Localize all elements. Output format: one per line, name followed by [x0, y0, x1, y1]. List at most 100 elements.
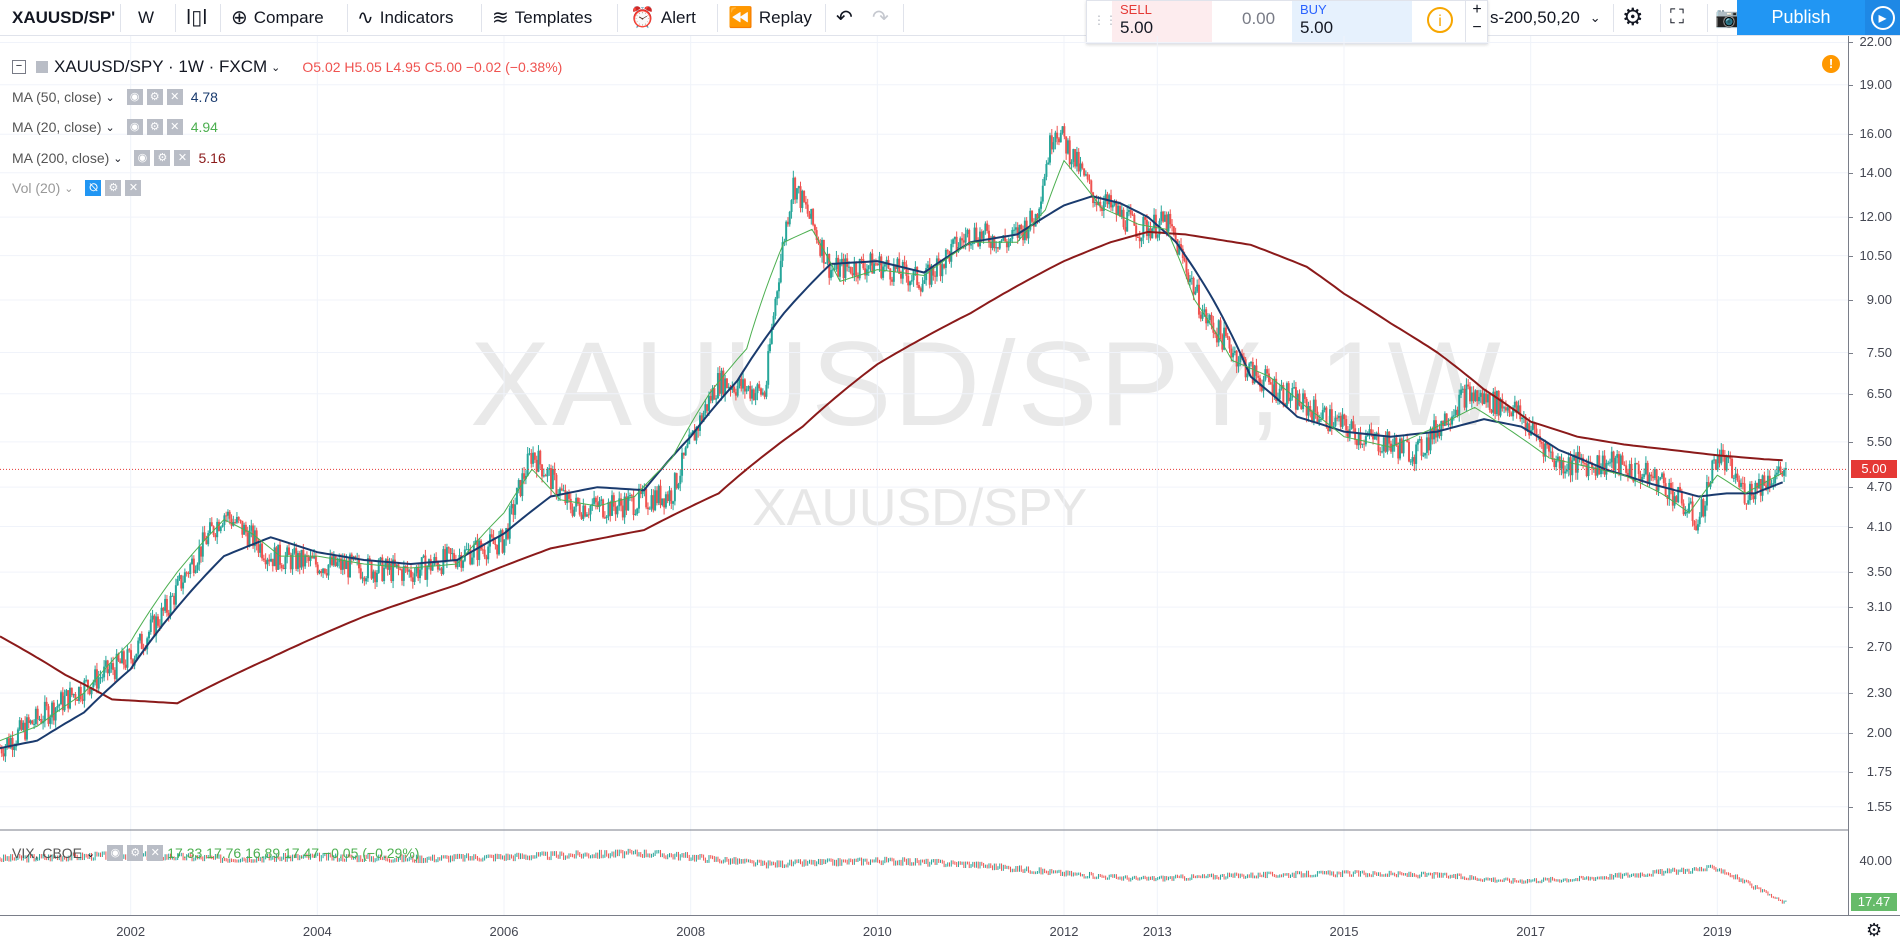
indicators-label: Indicators [379, 7, 454, 27]
chevron-down-icon[interactable]: ⌄ [105, 121, 115, 134]
price-tick-mark [1849, 607, 1853, 609]
candle-body [94, 669, 97, 683]
eye-icon[interactable]: ◉ [107, 845, 124, 861]
quantity-stepper[interactable]: + − [1465, 1, 1488, 43]
chevron-down-icon[interactable]: ⌄ [105, 91, 115, 104]
interval-button[interactable]: W [138, 0, 154, 35]
settings-button[interactable]: ⚙ [1622, 0, 1650, 35]
play-icon: ▸ [1870, 5, 1895, 30]
candle-body [813, 224, 816, 231]
layout-name-button[interactable]: s-200,50,20 ⌄ [1490, 0, 1601, 35]
eye-icon[interactable]: ◉ [134, 150, 151, 166]
gear-icon[interactable]: ⚙ [146, 89, 163, 105]
candle-body [1309, 406, 1312, 412]
candle-body [347, 561, 350, 578]
candle-body [871, 253, 874, 274]
ma200-legend[interactable]: MA (200, close) ⌄ ◉ ⚙ ✕ 5.16 [12, 150, 226, 166]
chevron-down-icon[interactable]: ⌄ [113, 152, 123, 165]
series-title[interactable]: XAUUSD/SPY · 1W · FXCM [54, 57, 268, 76]
collapse-icon[interactable]: − [12, 60, 26, 74]
plus-icon[interactable]: + [1472, 1, 1482, 18]
ma50-legend[interactable]: MA (50, close) ⌄ ◉ ⚙ ✕ 4.78 [12, 89, 218, 105]
candle-body [191, 558, 194, 565]
candle-body [982, 231, 985, 239]
candle-body [492, 536, 495, 545]
candle-body [928, 264, 931, 285]
candle-body [194, 569, 197, 573]
price-tick-mark [1849, 487, 1853, 489]
templates-button[interactable]: ≋ Templates [492, 0, 592, 35]
price-tick-label: 10.50 [1859, 247, 1892, 263]
candle-body [377, 559, 380, 573]
gear-icon[interactable]: ⚙ [154, 150, 171, 166]
time-axis[interactable]: 2002 2004 2006 2008 2010 2012 2013 2015 2017 2019 [0, 915, 1900, 946]
candle-body [182, 582, 185, 589]
undo-button[interactable]: ↶ [836, 0, 859, 35]
gear-icon[interactable]: ⚙ [127, 845, 144, 861]
redo-button[interactable]: ↷ [872, 0, 895, 35]
candle-body [1485, 393, 1488, 403]
candle-body [1650, 474, 1653, 477]
minus-icon[interactable]: − [1472, 19, 1482, 36]
close-icon[interactable]: ✕ [147, 845, 164, 861]
replay-button[interactable]: ⏪ Replay [728, 0, 812, 35]
ma20-legend[interactable]: MA (20, close) ⌄ ◉ ⚙ ✕ 4.94 [12, 119, 218, 135]
eye-off-icon[interactable]: ⦰ [85, 180, 102, 196]
warning-icon[interactable]: ! [1822, 55, 1840, 73]
alert-button[interactable]: ⏰ Alert [630, 0, 696, 35]
chevron-down-icon[interactable]: ⌄ [64, 182, 74, 195]
candle-body [1713, 459, 1716, 461]
candle-body [1609, 462, 1611, 464]
candle-body [1652, 476, 1655, 479]
gear-icon[interactable]: ⚙ [146, 119, 163, 135]
candle-body [1208, 314, 1211, 321]
candle-body [34, 708, 37, 724]
eye-icon[interactable]: ◉ [126, 119, 143, 135]
chevron-down-icon[interactable]: ⌄ [86, 847, 96, 860]
chart-style-button[interactable]: ǀ▯ǀ [186, 0, 213, 35]
snapshot-button[interactable]: 📷 [1715, 0, 1746, 35]
candle-body [198, 546, 201, 565]
candle-body [95, 669, 98, 689]
candle-body [912, 270, 915, 281]
publish-button[interactable]: Publish [1737, 0, 1865, 35]
candle-body [1705, 482, 1708, 506]
play-button[interactable]: ▸ [1865, 0, 1900, 35]
candle-body [955, 236, 958, 252]
buy-button[interactable]: BUY 5.00 [1292, 1, 1412, 43]
candle-body [855, 262, 858, 276]
axis-settings-icon[interactable]: ⚙ [1866, 920, 1883, 940]
close-icon[interactable]: ✕ [174, 150, 191, 166]
price-tick-mark [1849, 393, 1853, 395]
sell-button[interactable]: SELL 5.00 [1112, 1, 1212, 43]
compare-button[interactable]: ⊕ Compare [231, 0, 324, 35]
price-axis[interactable]: 22.00 19.00 16.00 14.00 12.00 10.50 9.00 7.50 6.… [1848, 34, 1900, 916]
eye-icon[interactable]: ◉ [126, 89, 143, 105]
price-chart[interactable] [0, 36, 1848, 916]
chevron-down-icon[interactable]: ⌄ [271, 61, 281, 74]
indicators-button[interactable]: ∿ Indicators [357, 0, 453, 35]
candle-body [284, 556, 287, 570]
candle-body [1041, 185, 1044, 202]
fullscreen-button[interactable]: ⛶ [1670, 0, 1690, 35]
info-icon[interactable]: i [1427, 7, 1453, 33]
alert-label: Alert [660, 7, 696, 27]
vol-legend[interactable]: Vol (20) ⌄ ⦰ ⚙ ✕ [12, 180, 145, 196]
close-icon[interactable]: ✕ [166, 119, 183, 135]
candle-body [571, 509, 574, 516]
close-icon[interactable]: ✕ [166, 89, 183, 105]
candle-body [429, 559, 432, 571]
candle-body [271, 558, 274, 567]
candle-body [1747, 500, 1750, 504]
candle-body [433, 557, 436, 565]
candle-body [1524, 416, 1527, 431]
symbol-search-button[interactable]: XAUUSD/SP' [12, 0, 115, 35]
drag-handle-icon[interactable]: ⋮⋮ [1093, 13, 1117, 27]
candle-body [1709, 483, 1712, 487]
gear-icon[interactable]: ⚙ [105, 180, 122, 196]
alarm-clock-icon: ⏰ [630, 7, 655, 29]
vix-legend[interactable]: VIX, CBOE ⌄ ◉ ⚙ ✕ 17.33 17.76 16.89 17.47 −… [12, 845, 419, 861]
time-tick-label: 2012 [1049, 924, 1079, 939]
candle-body [873, 263, 876, 274]
close-icon[interactable]: ✕ [125, 180, 142, 196]
